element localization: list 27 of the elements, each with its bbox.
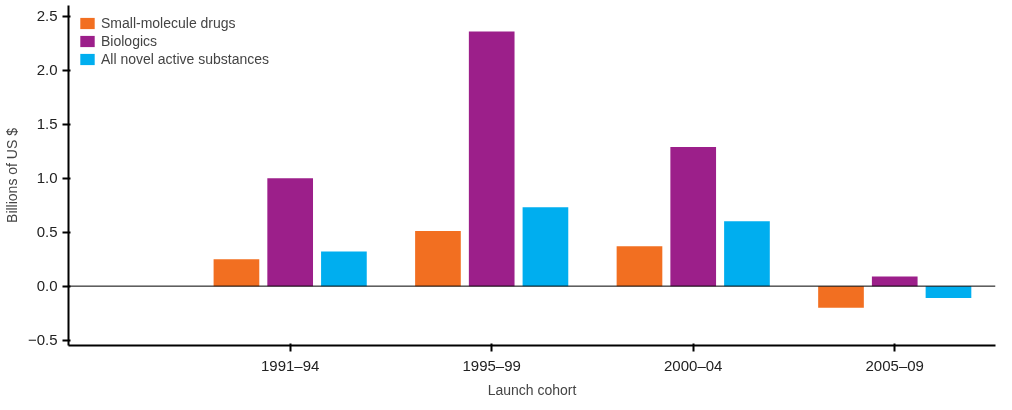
- y-tick-label: 1.0: [36, 169, 58, 187]
- x-tick-label: 1991–94: [260, 356, 320, 374]
- bar: [522, 207, 569, 287]
- legend-label: Small-molecule drugs: [101, 15, 236, 31]
- x-axis-title: Launch cohort: [487, 381, 577, 398]
- x-tick-label: 2005–09: [865, 356, 924, 374]
- bar: [818, 286, 864, 308]
- bar: [213, 259, 260, 287]
- y-axis-title: Billions of US $: [3, 127, 20, 223]
- legend-label: All novel active substances: [101, 51, 270, 67]
- bar: [670, 146, 717, 287]
- legend-label: Biologics: [101, 33, 158, 49]
- bar: [616, 246, 663, 287]
- y-tick-label: 0.5: [36, 223, 58, 241]
- bar: [415, 231, 461, 287]
- y-tick-label: 0.0: [36, 277, 58, 295]
- bar: [468, 31, 515, 287]
- x-tick-label: 2000–04: [664, 356, 723, 374]
- y-tick-label: 1.5: [36, 115, 58, 133]
- bar: [925, 286, 972, 299]
- y-tick-label: −0.5: [27, 331, 58, 349]
- bar: [267, 178, 314, 287]
- bar: [724, 221, 770, 287]
- y-tick-label: 2.5: [36, 7, 58, 25]
- x-tick-label: 1995–99: [462, 356, 521, 374]
- bar: [321, 251, 367, 287]
- y-tick-label: 2.0: [36, 61, 58, 79]
